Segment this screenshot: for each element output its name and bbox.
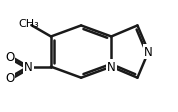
Text: O: O xyxy=(5,50,15,63)
Text: CH₃: CH₃ xyxy=(18,19,39,29)
Text: N: N xyxy=(107,61,116,73)
Text: O: O xyxy=(5,71,15,84)
Text: N: N xyxy=(144,46,153,59)
Text: N: N xyxy=(24,61,33,73)
